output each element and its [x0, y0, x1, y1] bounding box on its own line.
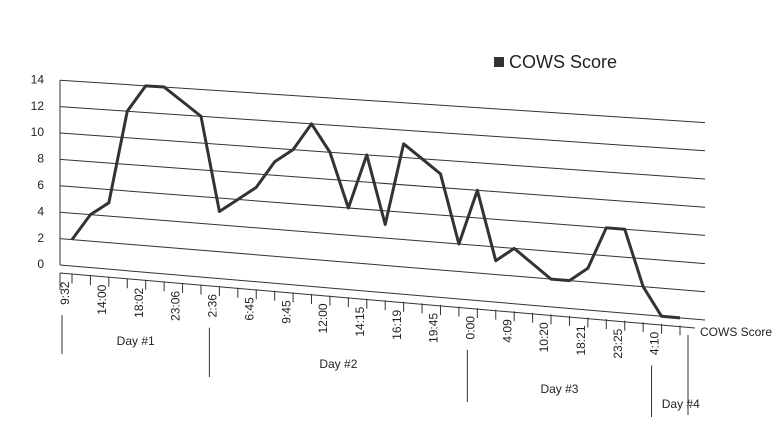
grid-line	[59, 158, 706, 208]
legend-swatch	[494, 57, 504, 67]
x-tick-label: 18:02	[132, 287, 146, 317]
x-tick-label: 16:19	[390, 309, 404, 339]
group-label: Day #2	[319, 357, 357, 371]
grid-line	[59, 106, 706, 152]
y-tick-label: 10	[31, 125, 45, 139]
grid-line	[59, 238, 706, 293]
grid-line	[59, 211, 706, 265]
series-line	[70, 84, 681, 320]
group-label: Day #4	[662, 397, 700, 411]
y-tick-label: 8	[37, 152, 44, 166]
x-tick-label: 18:21	[574, 325, 588, 355]
y-tick-label: 6	[37, 178, 44, 192]
x-tick-label: 12:00	[316, 303, 330, 333]
grid-line	[59, 132, 706, 180]
x-tick-label: 6:45	[242, 297, 256, 321]
grid-line	[59, 79, 706, 124]
floor-line	[59, 272, 696, 329]
grid-line	[59, 264, 706, 321]
y-tick-label: 0	[37, 257, 44, 271]
group-label: Day #1	[117, 334, 155, 348]
x-tick-label: 4:09	[500, 319, 514, 343]
x-tick-label: 10:20	[537, 322, 551, 352]
x-tick-label: 19:45	[427, 313, 441, 343]
legend-label: COWS Score	[509, 52, 617, 72]
x-tick-label: 4:10	[648, 331, 662, 355]
x-tick-label: 14:15	[353, 306, 367, 336]
y-tick-label: 14	[31, 72, 45, 86]
x-tick-label: 23:25	[611, 328, 625, 358]
depth-axis-label: COWS Score	[700, 325, 772, 339]
x-tick-label: 0:00	[464, 316, 478, 340]
x-tick-label: 23:06	[169, 291, 183, 321]
x-tick-label: 9:32	[58, 281, 72, 305]
x-tick-label: 9:45	[279, 300, 293, 324]
y-tick-label: 4	[37, 204, 44, 218]
x-tick-label: 2:36	[206, 294, 220, 318]
y-tick-label: 12	[31, 99, 45, 113]
y-tick-label: 2	[37, 231, 44, 245]
x-tick-label: 14:00	[95, 284, 109, 314]
group-label: Day #3	[540, 382, 578, 396]
